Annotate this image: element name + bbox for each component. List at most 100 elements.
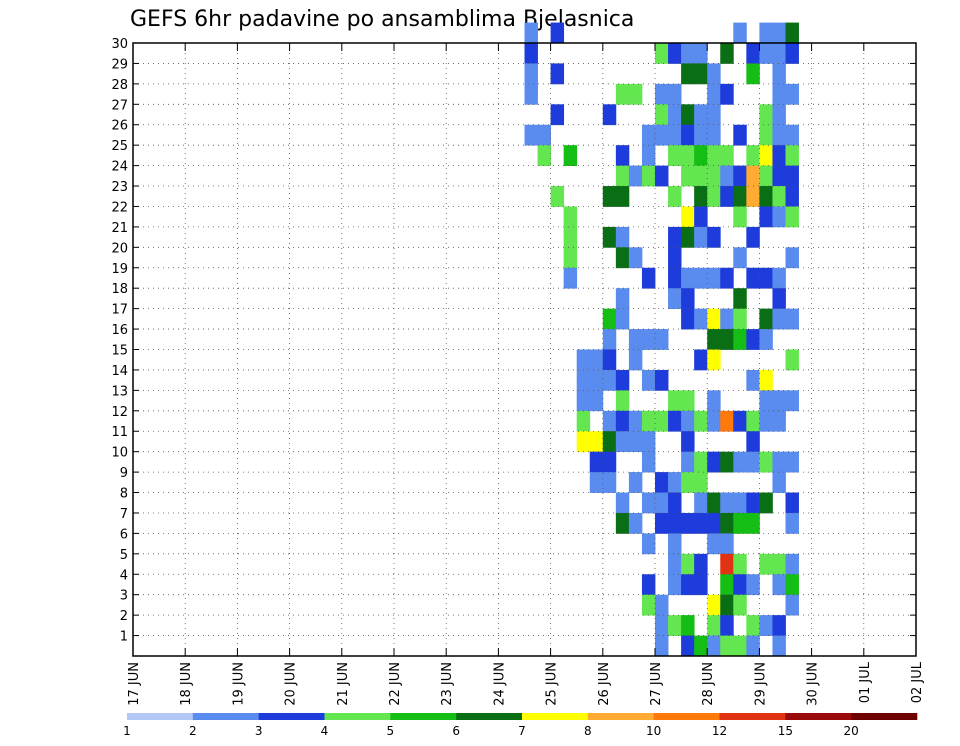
x-axis: 17 JUN 18 JUN 19 JUN 20 JUN 21 JUN 22 JUN 23 J… — [127, 43, 925, 706]
heatmap-cell — [550, 104, 565, 126]
heatmap-cell — [668, 124, 682, 146]
heatmap-cell — [759, 104, 773, 126]
heatmap-cell — [746, 43, 760, 64]
heatmap-cell — [759, 369, 773, 391]
legend-swatch — [785, 713, 852, 720]
heatmap-cell — [759, 165, 773, 187]
x-tick-label: 30 JUN — [806, 662, 821, 706]
heatmap-cell — [615, 390, 630, 412]
heatmap-cell — [655, 594, 669, 616]
heatmap-cell — [707, 390, 721, 412]
y-tick-label: 11 — [111, 425, 128, 440]
heatmap-cell — [746, 145, 760, 166]
heatmap-cell — [707, 186, 721, 207]
heatmap-cell — [720, 145, 734, 166]
x-tick-label: 27 JUN — [649, 662, 664, 706]
y-tick-label: 29 — [111, 57, 128, 72]
heatmap-cell — [641, 594, 656, 616]
heatmap-cell — [746, 451, 760, 473]
heatmap-cell — [668, 83, 682, 105]
heatmap-cell — [785, 124, 799, 146]
heatmap-cell — [641, 267, 656, 289]
heatmap-cell — [694, 635, 708, 657]
heatmap-cell — [655, 635, 669, 657]
heatmap-cell — [668, 43, 682, 64]
heatmap-cell — [668, 104, 682, 126]
heatmap-cell — [589, 390, 604, 412]
legend-label: 2 — [189, 724, 197, 738]
heatmap-cell — [628, 83, 643, 105]
heatmap-cell — [628, 431, 643, 453]
heatmap-cell — [628, 165, 643, 187]
heatmap-cell — [615, 186, 630, 207]
x-tick-label: 01 JUL — [858, 661, 873, 703]
heatmap-cell — [772, 635, 786, 657]
heatmap-cell — [772, 267, 786, 289]
heatmap-cell — [785, 145, 799, 166]
heatmap-cell — [772, 553, 786, 575]
heatmap-cell — [785, 492, 799, 514]
y-tick-label: 9 — [120, 466, 128, 481]
y-tick-label: 19 — [111, 262, 128, 277]
heatmap-cell — [694, 308, 708, 330]
y-tick-label: 7 — [120, 507, 128, 522]
heatmap-cell — [524, 22, 538, 44]
heatmap-cell — [720, 83, 734, 105]
heatmap-cell — [772, 104, 786, 126]
heatmap-cell — [694, 226, 708, 248]
heatmap-cell — [655, 512, 669, 534]
heatmap-cell — [785, 247, 799, 269]
y-tick-label: 14 — [111, 364, 128, 379]
x-tick-label: 28 JUN — [701, 662, 716, 706]
heatmap-cell — [772, 22, 786, 44]
heatmap-cell — [733, 492, 747, 514]
heatmap-cell — [615, 369, 630, 391]
heatmap-cell — [694, 553, 708, 575]
x-tick-label: 24 JUN — [492, 662, 507, 706]
heatmap-cell — [589, 451, 604, 473]
heatmap-cell — [733, 512, 747, 534]
heatmap-cell — [772, 124, 786, 146]
heatmap-cell — [628, 410, 643, 432]
heatmap-cell — [563, 206, 578, 228]
heatmap-cell — [720, 574, 734, 596]
x-tick-label: 25 JUN — [545, 662, 560, 706]
heatmap-cell — [668, 615, 682, 636]
heatmap-cell — [668, 472, 682, 493]
heatmap-cell — [785, 553, 799, 575]
heatmap-cell — [746, 329, 760, 350]
y-tick-label: 15 — [111, 344, 128, 359]
heatmap-cells — [524, 22, 799, 657]
x-tick-label: 02 JUL — [910, 661, 925, 703]
heatmap-cell — [733, 206, 747, 228]
heatmap-cell — [681, 512, 695, 534]
heatmap-cell — [655, 43, 669, 64]
heatmap-cell — [576, 410, 591, 432]
x-tick-label: 26 JUN — [597, 662, 612, 706]
heatmap-cell — [681, 390, 695, 412]
heatmap-cell — [707, 512, 721, 534]
heatmap-cell — [759, 492, 773, 514]
heatmap-cell — [720, 533, 734, 555]
legend-swatch — [587, 713, 654, 720]
heatmap-cell — [681, 431, 695, 453]
heatmap-cell — [746, 267, 760, 289]
heatmap-cell — [707, 165, 721, 187]
heatmap-cell — [615, 431, 630, 453]
heatmap-cell — [681, 615, 695, 636]
heatmap-cell — [707, 451, 721, 473]
y-tick-label: 25 — [111, 139, 128, 154]
heatmap-cell — [628, 512, 643, 534]
heatmap-cell — [602, 104, 617, 126]
x-tick-label: 22 JUN — [388, 662, 403, 706]
heatmap-cell — [589, 369, 604, 391]
heatmap-cell — [641, 451, 656, 473]
heatmap-cell — [707, 63, 721, 85]
heatmap-cell — [733, 186, 747, 207]
heatmap-cell — [563, 226, 578, 248]
heatmap-cell — [550, 186, 565, 207]
heatmap-cell — [641, 145, 656, 166]
heatmap-cell — [694, 63, 708, 85]
heatmap-cell — [655, 410, 669, 432]
